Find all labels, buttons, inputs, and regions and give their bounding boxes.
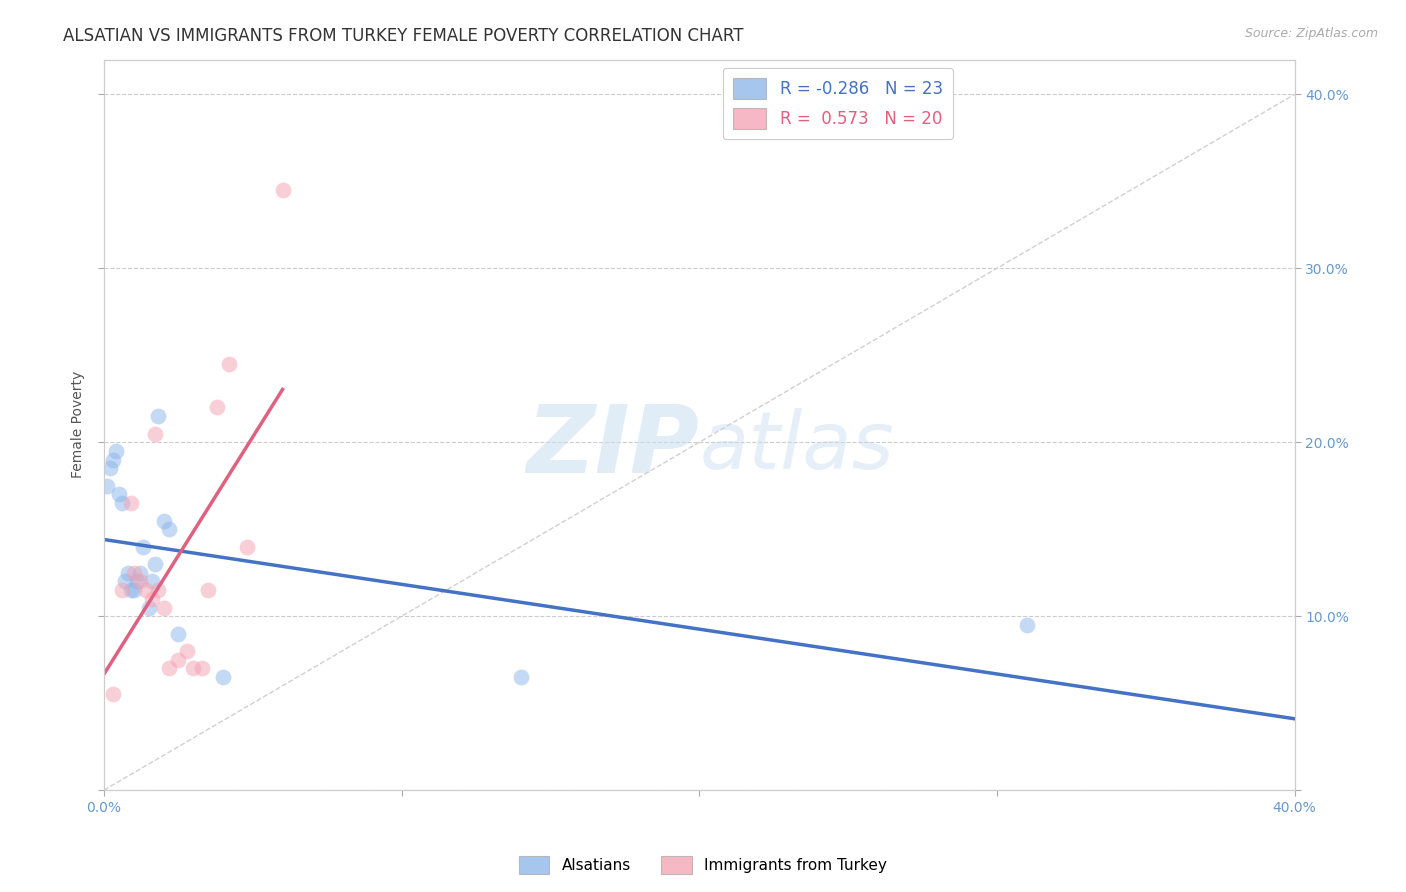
Point: [141, 574, 163, 589]
Point: [98, 461, 121, 475]
Point: [197, 583, 219, 598]
Point: [120, 496, 142, 510]
Point: [141, 591, 163, 606]
Point: [218, 357, 240, 371]
Point: [120, 583, 142, 598]
Point: [212, 670, 235, 684]
Y-axis label: Female Poverty: Female Poverty: [72, 371, 86, 478]
Text: ZIP: ZIP: [526, 401, 699, 492]
Point: [114, 574, 136, 589]
Point: [128, 566, 150, 580]
Point: [271, 183, 294, 197]
Point: [167, 653, 190, 667]
Point: [143, 426, 166, 441]
Point: [152, 600, 174, 615]
Point: [167, 626, 190, 640]
Point: [111, 496, 134, 510]
Point: [122, 583, 145, 598]
Point: [138, 600, 160, 615]
Point: [101, 452, 124, 467]
Point: [108, 487, 131, 501]
Point: [125, 574, 148, 589]
Point: [176, 644, 198, 658]
Point: [152, 514, 174, 528]
Text: ALSATIAN VS IMMIGRANTS FROM TURKEY FEMALE POVERTY CORRELATION CHART: ALSATIAN VS IMMIGRANTS FROM TURKEY FEMAL…: [63, 27, 744, 45]
Point: [122, 566, 145, 580]
Point: [135, 583, 157, 598]
Point: [146, 583, 169, 598]
Point: [1015, 618, 1038, 632]
Point: [128, 574, 150, 589]
Point: [191, 661, 214, 675]
Point: [104, 444, 127, 458]
Text: Source: ZipAtlas.com: Source: ZipAtlas.com: [1244, 27, 1378, 40]
Point: [159, 522, 181, 536]
Point: [236, 540, 259, 554]
Point: [146, 409, 169, 424]
Point: [101, 688, 124, 702]
Point: [111, 583, 134, 598]
Point: [181, 661, 204, 675]
Point: [143, 557, 166, 571]
Text: atlas: atlas: [699, 408, 894, 486]
Point: [117, 566, 139, 580]
Point: [131, 540, 153, 554]
Point: [159, 661, 181, 675]
Point: [509, 670, 531, 684]
Legend: Alsatians, Immigrants from Turkey: Alsatians, Immigrants from Turkey: [513, 850, 893, 880]
Point: [205, 401, 228, 415]
Legend: R = -0.286   N = 23, R =  0.573   N = 20: R = -0.286 N = 23, R = 0.573 N = 20: [723, 68, 953, 139]
Point: [96, 479, 118, 493]
